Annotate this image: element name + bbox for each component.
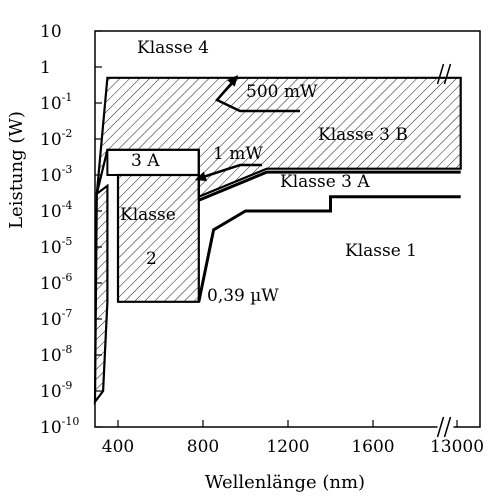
class-boundaries [197,170,461,303]
break-stroke-a-1 [436,416,445,438]
arrow-1mw-line [196,163,262,181]
axis-breaks [436,63,454,438]
x-ticks: 400 800 1200 1600 13000 [102,420,484,457]
y-tick-exponent-7: -6 [62,271,73,284]
y-tick-exponent-9: -8 [62,343,73,356]
label-klasse-3b: Klasse 3 B [318,125,408,145]
x-tick-label-3: 1600 [351,437,394,457]
y-tick-exponent-11: -10 [62,415,80,428]
x-tick-label-0: 400 [102,437,134,457]
y-tick-label-6: 10-5 [40,235,72,258]
y-tick-label-5: 10-4 [40,199,72,222]
y-tick-label-0: 10 [40,22,62,42]
y-tick-exponent-3: -2 [62,127,73,140]
y-tick-label-11: 10-10 [40,415,79,438]
boundary-klasse-1-1 [197,195,461,303]
y-tick-label-2: 10-1 [40,91,72,114]
y-tick-label-8: 10-7 [40,307,72,330]
y-tick-label-1: 1 [40,58,51,78]
arrow-1mw-head [195,171,208,182]
x-tick-label-1: 800 [187,437,219,457]
y-tick-exponent-8: -7 [62,307,73,320]
y-axis-title: Leistung (W) [6,111,27,229]
y-tick-exponent-6: -5 [62,235,73,248]
break-stroke-a-0 [436,63,445,85]
klasse-3a-box [106,148,200,177]
label-klasse-3a-box: 3 A [131,151,160,171]
label-1mw: 1 mW [213,144,263,164]
y-tick-label-10: 10-9 [40,379,72,402]
arrow-500mw-head [227,75,238,87]
annotation-arrows [195,75,300,182]
label-039uw: 0,39 µW [207,286,279,306]
y-tick-exponent-10: -9 [62,379,73,392]
hatched-regions [93,76,462,406]
label-klasse-1: Klasse 1 [345,241,417,261]
region-klasse-2-1 [116,173,200,303]
y-tick-label-7: 10-6 [40,271,72,294]
y-tick-exponent-4: -3 [62,163,73,176]
y-ticks: 10 1 10-1 10-2 10-3 10-4 10-5 10-6 10-7 10-8 10-9 1… [40,22,102,438]
y-tick-exponent-5: -4 [62,199,73,212]
x-axis-title: Wellenlänge (nm) [205,472,365,493]
x-tick-label-2: 1200 [266,437,309,457]
region-klasse-1-2 [93,183,109,406]
label-klasse-4: Klasse 4 [137,38,209,58]
y-tick-exponent-2: -1 [62,91,73,104]
label-klasse-2-top: Klasse [120,205,176,225]
label-klasse-2-bottom: 2 [146,249,157,269]
label-500mw: 500 mW [246,82,318,102]
y-tick-label-9: 10-8 [40,343,72,366]
x-tick-label-4: 13000 [430,437,484,457]
label-klasse-3a: Klasse 3 A [280,172,370,192]
y-tick-label-4: 10-3 [40,163,72,186]
break-stroke-b-1 [443,416,452,438]
break-stroke-b-0 [443,63,452,85]
y-tick-label-3: 10-2 [40,127,72,150]
boundary-klasse-3-a-0 [198,170,461,202]
arrow-500mw-line [214,76,300,113]
